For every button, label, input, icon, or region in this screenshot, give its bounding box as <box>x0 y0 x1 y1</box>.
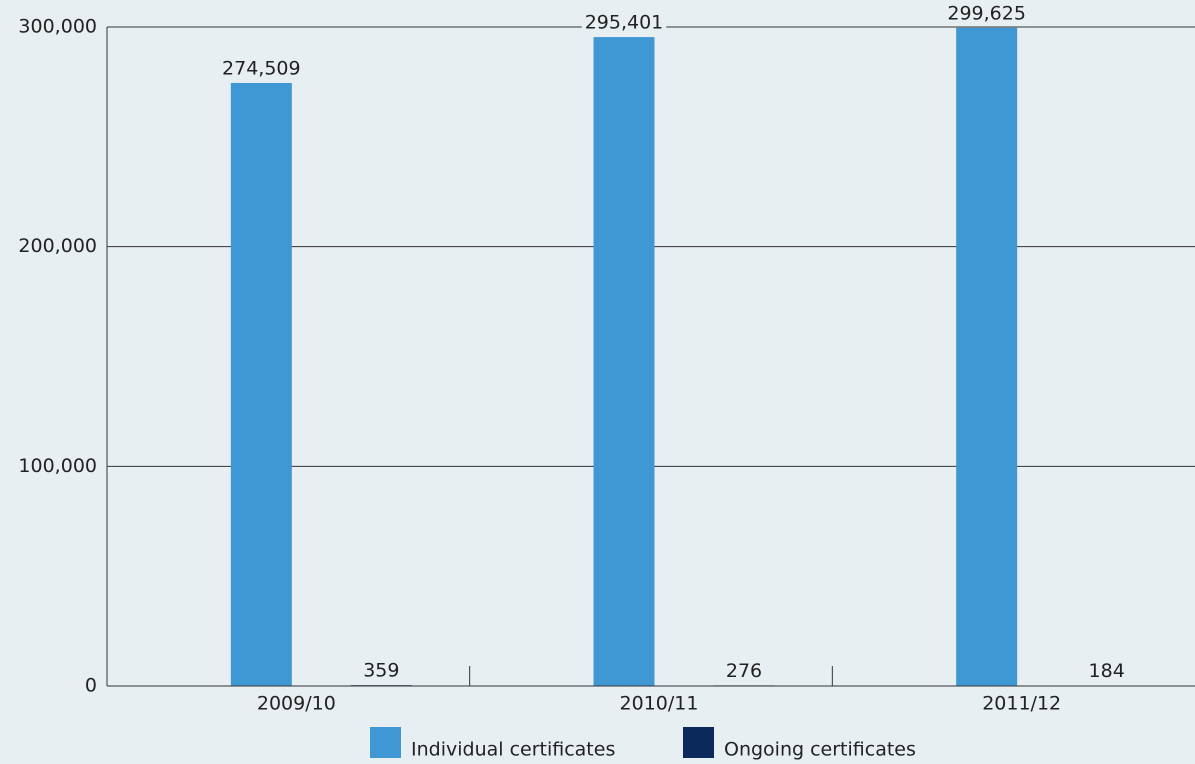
data-label: 299,625 <box>947 2 1026 24</box>
legend-label: Ongoing certificates <box>724 739 916 761</box>
data-label: 276 <box>726 660 762 682</box>
y-tick-label: 300,000 <box>18 16 97 38</box>
y-tick-label: 100,000 <box>18 455 97 477</box>
data-label: 274,509 <box>222 57 301 79</box>
x-tick-label: 2010/11 <box>620 693 699 715</box>
legend-label: Individual certificates <box>411 739 615 761</box>
bar <box>593 37 655 686</box>
bar <box>230 82 292 686</box>
legend-swatch <box>370 727 401 758</box>
bar <box>956 27 1018 687</box>
data-label: 184 <box>1089 660 1125 682</box>
x-tick-label: 2011/12 <box>982 693 1061 715</box>
data-label-background <box>944 2 1029 25</box>
y-tick-label: 200,000 <box>18 235 97 257</box>
x-tick-label: 2009/10 <box>257 693 336 715</box>
legend-swatch <box>683 727 714 758</box>
y-tick-label: 0 <box>85 675 97 697</box>
data-label: 359 <box>363 660 399 682</box>
data-label-background <box>581 11 667 34</box>
data-label: 295,401 <box>585 12 664 34</box>
